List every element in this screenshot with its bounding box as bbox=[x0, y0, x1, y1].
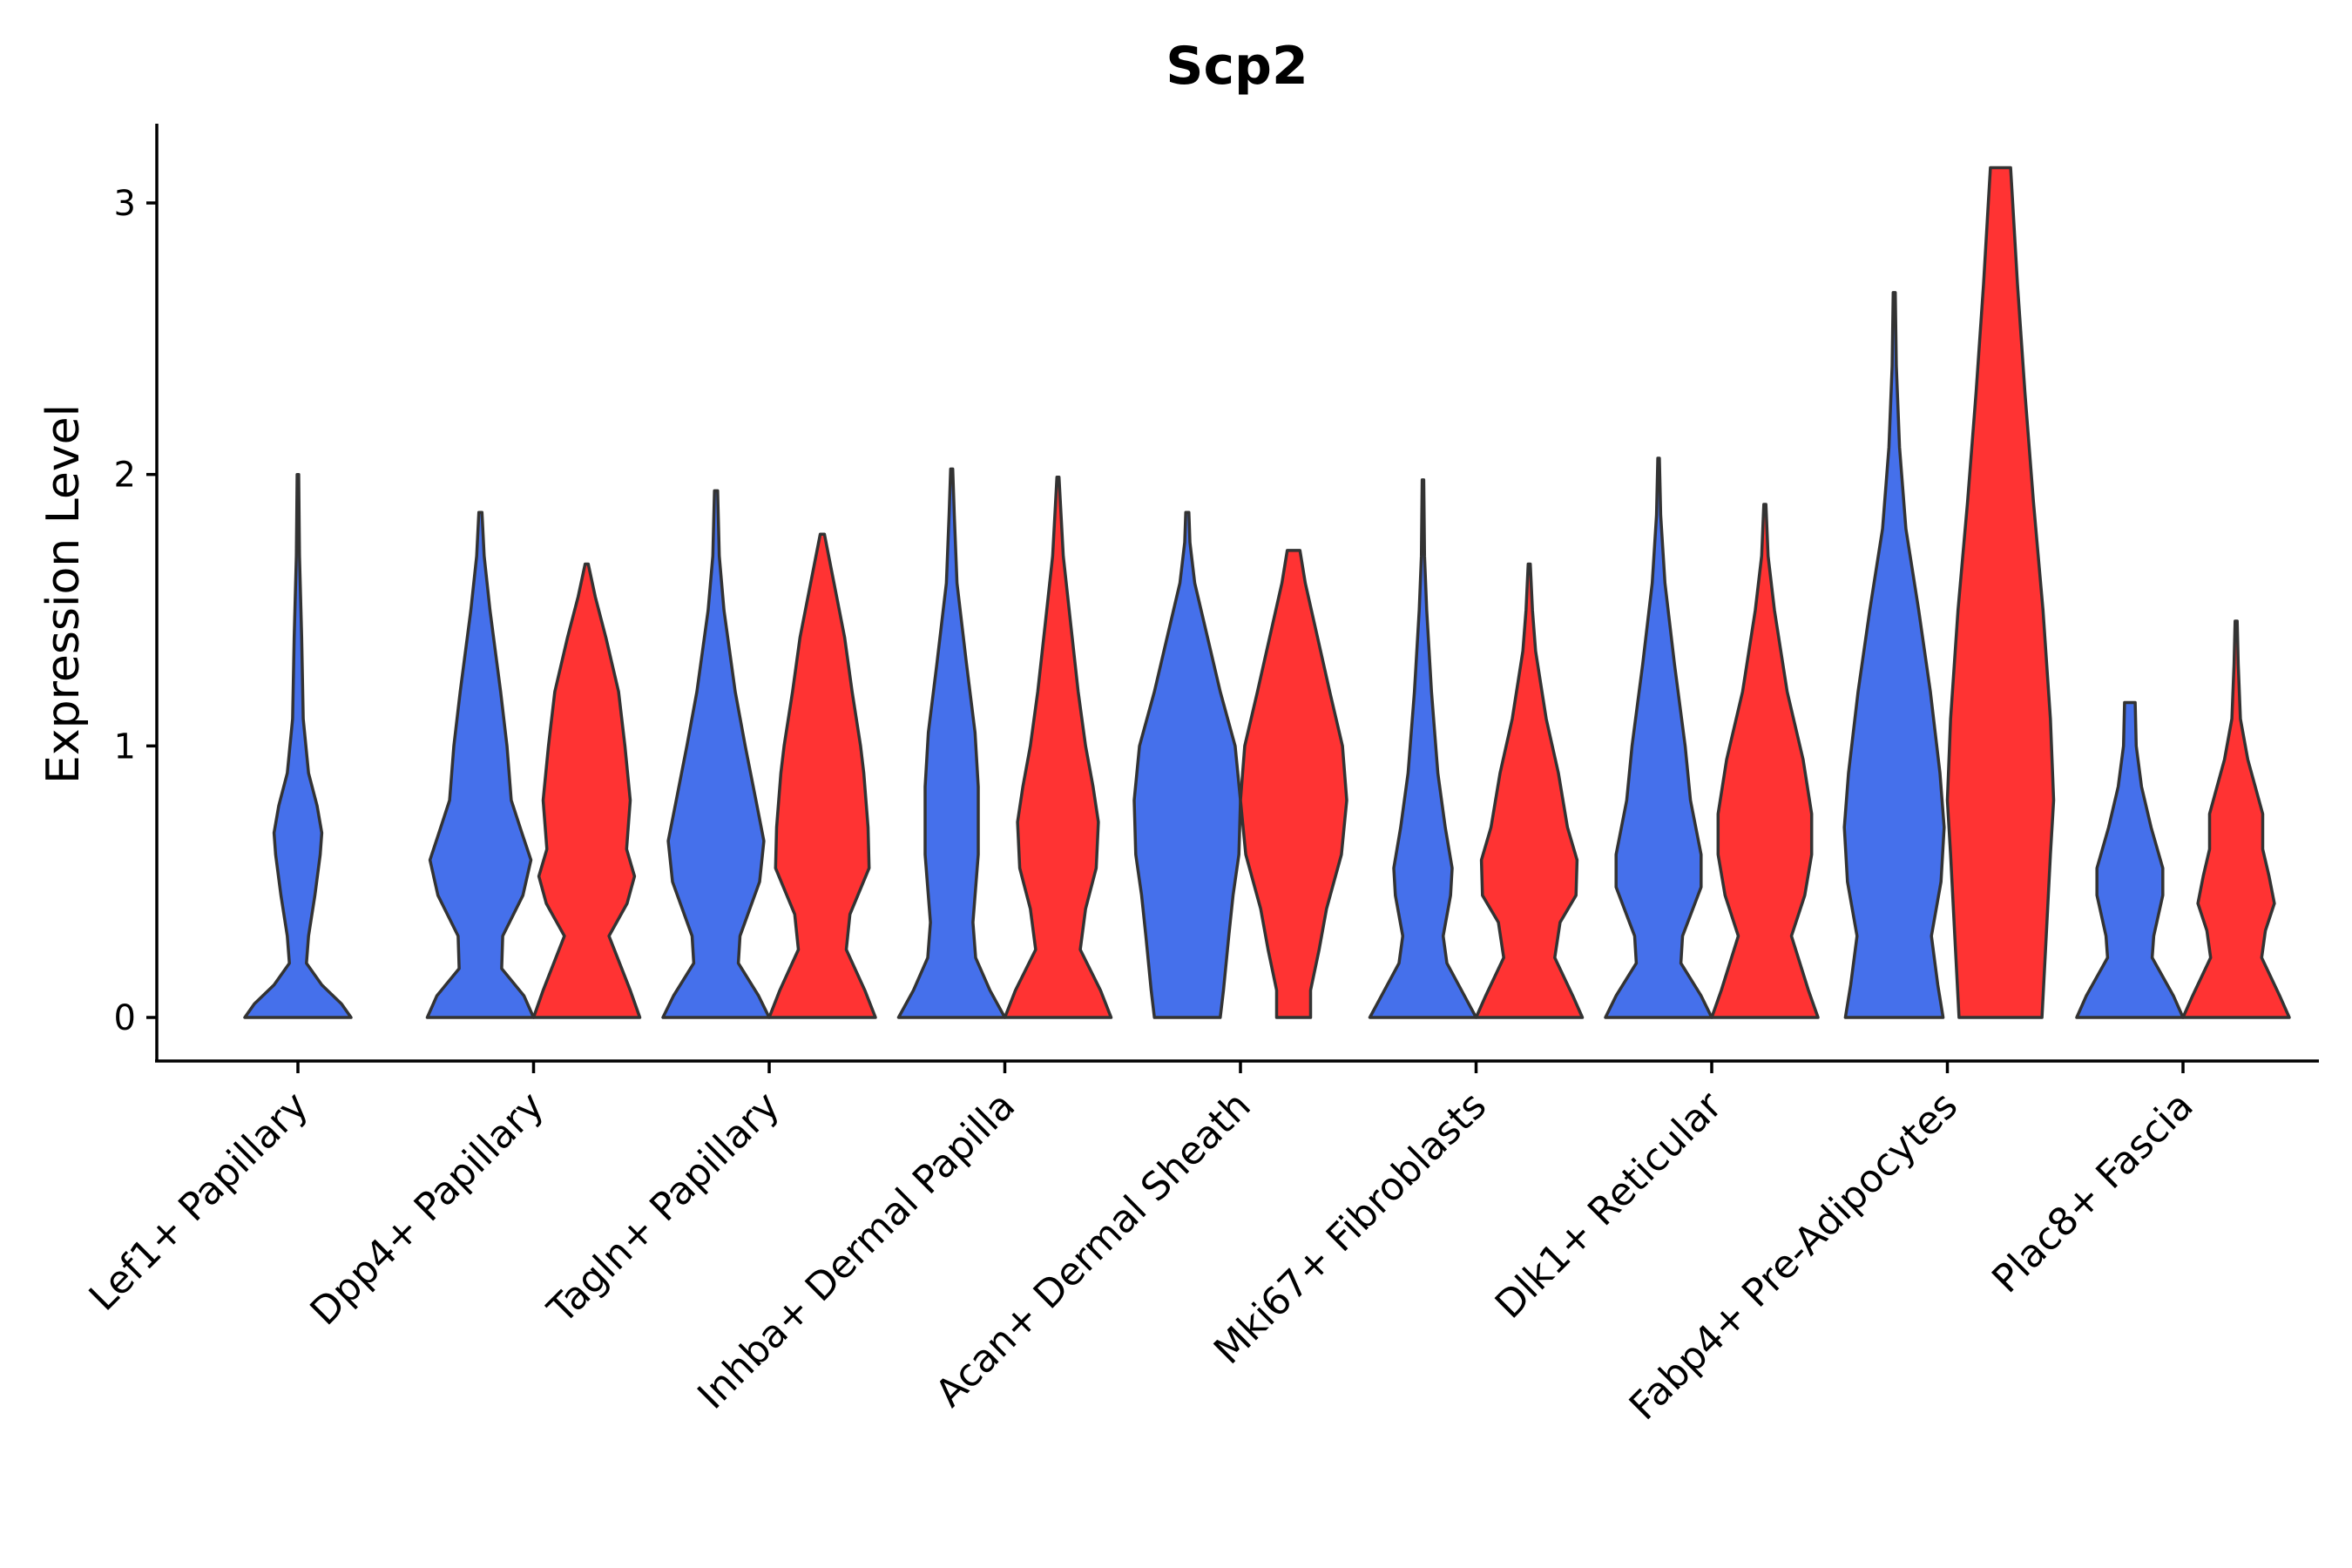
violin-group1 bbox=[896, 467, 1007, 1019]
violin-group1 bbox=[243, 472, 353, 1019]
x-tick-label: Dpp4+ Papillary bbox=[302, 1084, 553, 1335]
violin-group2 bbox=[1945, 166, 2056, 1019]
y-ticks: 0 1 2 3 bbox=[114, 184, 157, 1038]
violin-group2 bbox=[1003, 476, 1113, 1019]
violin-group2 bbox=[1474, 562, 1585, 1019]
y-axis-label: Expression Level bbox=[37, 404, 90, 784]
violin-group1 bbox=[661, 489, 771, 1019]
x-tick-label: Mki67+ Fibroblasts bbox=[1206, 1084, 1495, 1373]
violin-group2 bbox=[767, 532, 877, 1019]
y-tick-label: 1 bbox=[114, 727, 136, 767]
x-tick-label: Tagln+ Papillary bbox=[539, 1084, 788, 1333]
violin-group2 bbox=[531, 562, 642, 1019]
y-tick-label: 2 bbox=[114, 456, 136, 496]
violin-group1 bbox=[425, 510, 536, 1019]
violin-group1 bbox=[2075, 700, 2185, 1019]
violin-group bbox=[243, 166, 2291, 1019]
x-tick-label: Dlk1+ Reticular bbox=[1487, 1083, 1732, 1328]
y-tick-label: 0 bbox=[114, 998, 136, 1038]
violin-group1 bbox=[1368, 478, 1478, 1019]
y-tick-label: 3 bbox=[114, 184, 136, 224]
chart-title: Scp2 bbox=[1166, 36, 1308, 97]
violin-group1 bbox=[1842, 291, 1946, 1019]
violin-group2 bbox=[1239, 549, 1348, 1019]
violin-group2 bbox=[2181, 619, 2291, 1019]
x-tick-label: Lef1+ Papillary bbox=[81, 1084, 317, 1320]
violin-group2 bbox=[1710, 503, 1820, 1019]
x-tick-label: Plac8+ Fascia bbox=[1984, 1084, 2202, 1302]
violin-group1 bbox=[1604, 456, 1713, 1019]
violin-group1 bbox=[1132, 510, 1242, 1019]
